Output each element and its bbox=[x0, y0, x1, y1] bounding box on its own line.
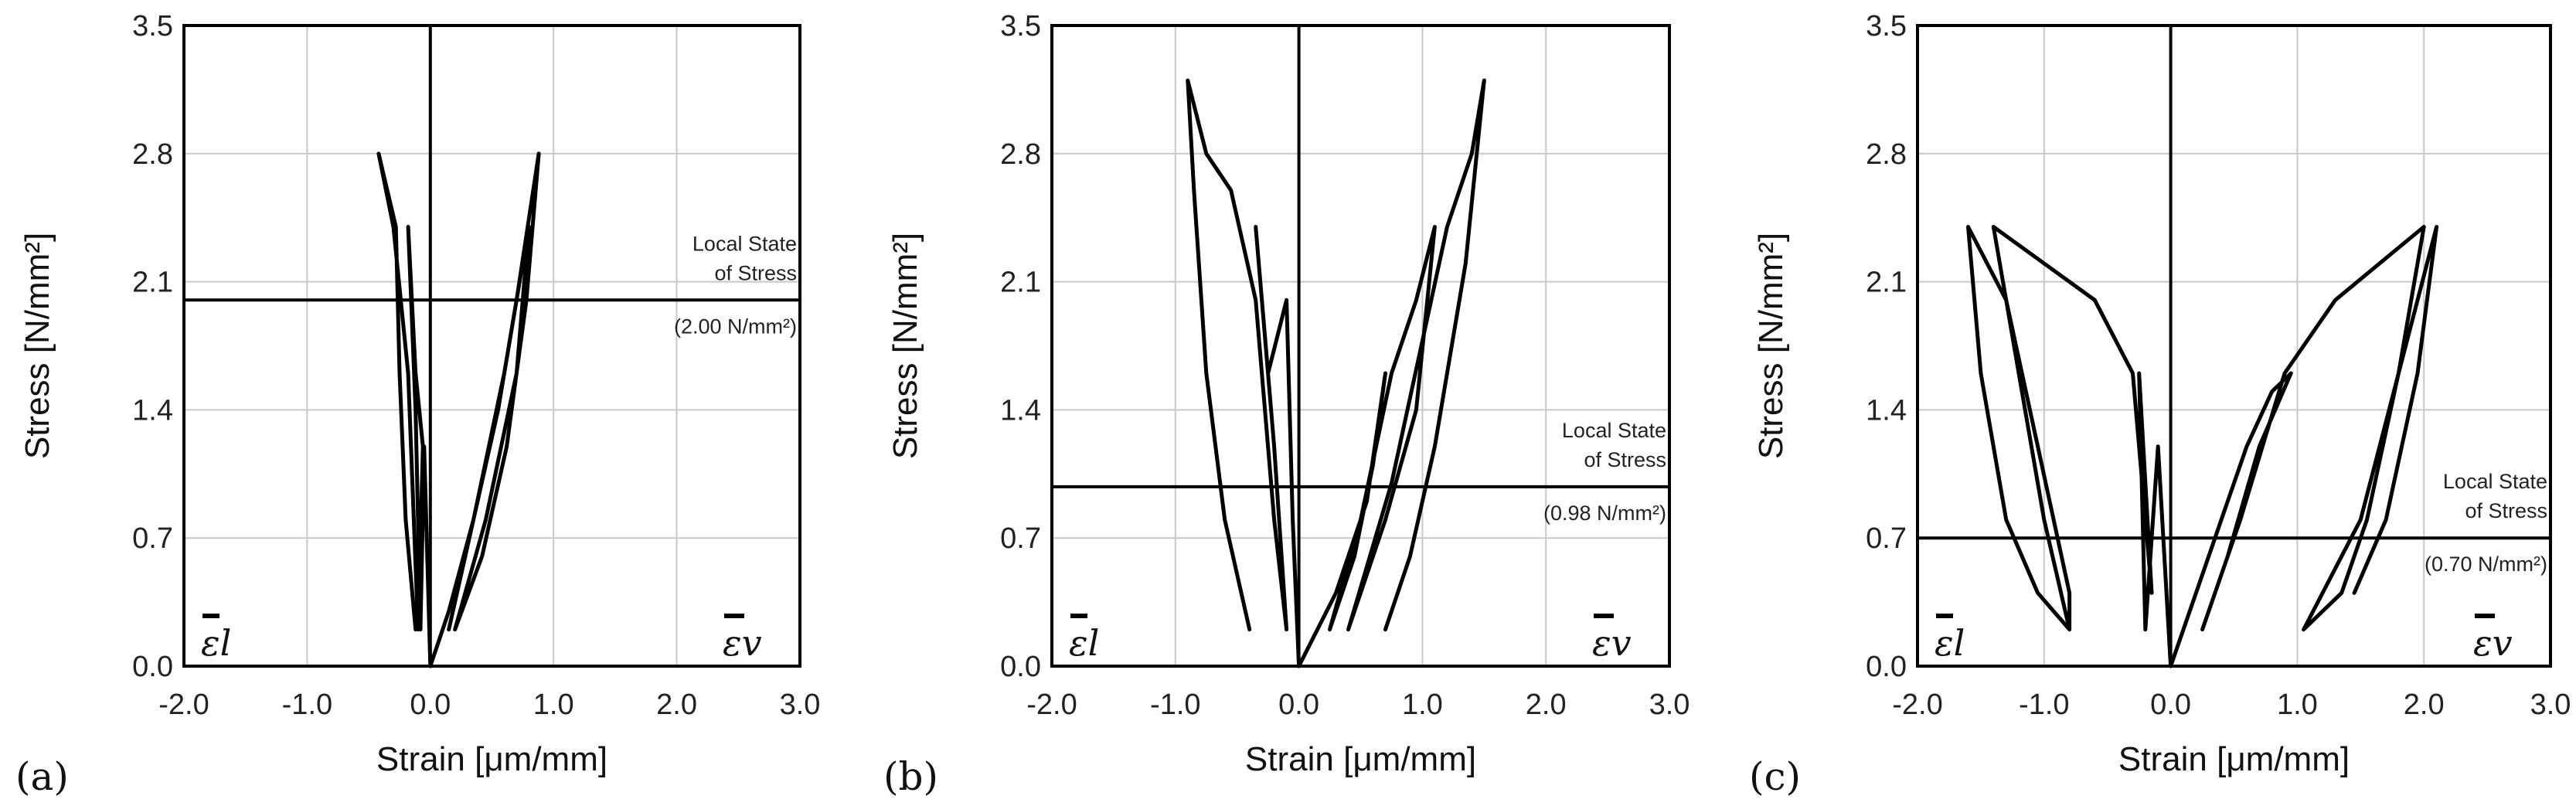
x-axis-title: Strain [μm/mm] bbox=[1245, 740, 1476, 778]
local-state-label: Local State bbox=[1562, 419, 1666, 442]
of-stress-label: of Stress bbox=[2465, 499, 2547, 522]
x-tick-label: 3.0 bbox=[780, 689, 821, 721]
y-tick-label: 1.4 bbox=[132, 394, 173, 427]
x-tick-label: -1.0 bbox=[2019, 689, 2069, 721]
lateral-strain-symbol: εl bbox=[1069, 622, 1099, 664]
x-tick-label: -1.0 bbox=[282, 689, 332, 721]
x-tick-label: -1.0 bbox=[1150, 689, 1200, 721]
y-tick-label: 0.7 bbox=[132, 522, 173, 555]
x-tick-label: -2.0 bbox=[1892, 689, 1942, 721]
y-tick-label: 1.4 bbox=[1000, 394, 1041, 427]
x-tick-label: 0.0 bbox=[410, 689, 451, 721]
chart-panel-1: -2.0 -1.0 0.0 1.0 2.0 3.0 0.0 0.7 1.4 2.1 2.8 3.5 St… bbox=[15, 10, 820, 799]
of-stress-label: of Stress bbox=[1584, 448, 1666, 471]
x-tick-label: 2.0 bbox=[2404, 689, 2445, 721]
y-axis-title: Stress [N/mm²] bbox=[19, 233, 56, 459]
x-tick-label: 3.0 bbox=[2530, 689, 2571, 721]
y-tick-label: 2.1 bbox=[132, 267, 173, 299]
y-tick-label: 0.0 bbox=[1000, 651, 1041, 683]
x-tick-label: 2.0 bbox=[656, 689, 697, 721]
volumetric-strain-symbol: εv bbox=[2473, 622, 2513, 664]
of-stress-label: of Stress bbox=[714, 261, 797, 284]
volumetric-strain-symbol: εv bbox=[723, 622, 762, 664]
y-tick-label: 0.0 bbox=[132, 651, 173, 683]
stress-strain-curve-1 bbox=[1186, 78, 1302, 668]
plot-frame bbox=[1916, 24, 2552, 668]
stress-value-label: (0.70 N/mm²) bbox=[2425, 553, 2547, 576]
y-axis-title: Stress [N/mm²] bbox=[886, 233, 924, 459]
x-axis-title: Strain [μm/mm] bbox=[2118, 740, 2350, 778]
x-tick-label: 1.0 bbox=[2277, 689, 2318, 721]
plot-frame bbox=[1050, 24, 1671, 668]
x-tick-label: 1.0 bbox=[1402, 689, 1443, 721]
y-tick-label: 3.5 bbox=[1000, 10, 1041, 43]
y-tick-label: 2.8 bbox=[1000, 138, 1041, 171]
chart-panel-3: -2.0 -1.0 0.0 1.0 2.0 3.0 0.0 0.7 1.4 2.1 2.8 3.5 St… bbox=[1749, 10, 2571, 799]
stress-strain-curve-1 bbox=[376, 151, 433, 668]
y-tick-label: 0.7 bbox=[1000, 522, 1041, 555]
stress-value-label: (0.98 N/mm²) bbox=[1543, 502, 1666, 525]
x-tick-label: 0.0 bbox=[2150, 689, 2191, 721]
y-tick-label: 0.7 bbox=[1866, 522, 1907, 555]
panel-label: (a) bbox=[15, 754, 69, 799]
local-state-label: Local State bbox=[2443, 470, 2547, 493]
lateral-strain-symbol: εl bbox=[1935, 622, 1965, 664]
panel-label: (c) bbox=[1749, 754, 1801, 799]
x-tick-label: -2.0 bbox=[158, 689, 209, 721]
x-axis-title: Strain [μm/mm] bbox=[376, 740, 607, 778]
x-tick-label: 3.0 bbox=[1649, 689, 1690, 721]
x-tick-label: -2.0 bbox=[1026, 689, 1077, 721]
x-tick-label: 2.0 bbox=[1526, 689, 1567, 721]
y-tick-label: 0.0 bbox=[1866, 651, 1907, 683]
y-tick-label: 3.5 bbox=[132, 10, 173, 43]
lateral-strain-symbol: εl bbox=[201, 622, 231, 664]
y-tick-label: 2.8 bbox=[1866, 138, 1907, 171]
y-tick-label: 1.4 bbox=[1866, 394, 1907, 427]
y-tick-label: 3.5 bbox=[1866, 10, 1907, 43]
y-axis-title: Stress [N/mm²] bbox=[1752, 233, 1790, 459]
local-state-label: Local State bbox=[692, 232, 797, 255]
y-tick-label: 2.1 bbox=[1866, 267, 1907, 299]
volumetric-strain-symbol: εv bbox=[1592, 622, 1632, 664]
stress-value-label: (2.00 N/mm²) bbox=[674, 315, 797, 338]
stress-strain-curve-2 bbox=[2169, 225, 2439, 668]
stress-strain-curve-2 bbox=[1297, 78, 1486, 668]
panel-label: (b) bbox=[883, 754, 938, 799]
y-tick-label: 2.1 bbox=[1000, 267, 1041, 299]
x-tick-label: 0.0 bbox=[1278, 689, 1319, 721]
stress-strain-curve-1 bbox=[1966, 225, 2173, 668]
y-tick-label: 2.8 bbox=[132, 138, 173, 171]
chart-panel-2: -2.0 -1.0 0.0 1.0 2.0 3.0 0.0 0.7 1.4 2.1 2.8 3.5 St… bbox=[883, 10, 1690, 799]
stress-strain-curve-2 bbox=[428, 151, 541, 668]
x-tick-label: 1.0 bbox=[533, 689, 574, 721]
plot-frame bbox=[182, 24, 801, 668]
